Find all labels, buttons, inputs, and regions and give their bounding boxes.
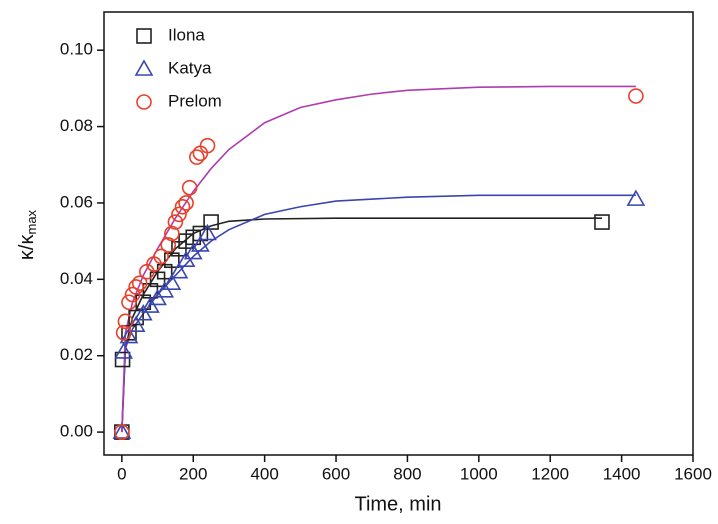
x-tick-label: 800 — [393, 464, 421, 483]
legend-label: Prelom — [168, 91, 222, 110]
y-tick-label: 0.10 — [60, 40, 93, 59]
data-point — [594, 214, 610, 230]
data-point — [128, 309, 144, 326]
x-tick-label: 1600 — [674, 464, 712, 483]
data-point — [121, 324, 137, 341]
data-point — [164, 225, 180, 242]
data-point — [192, 225, 209, 242]
y-tick-label: 0.08 — [60, 116, 93, 135]
plot-frame — [103, 11, 694, 456]
y-tick-label: 0.04 — [60, 269, 93, 288]
y-label-main: κ/κ — [16, 234, 38, 261]
data-point — [174, 198, 191, 215]
data-point — [160, 237, 177, 253]
x-tick-label: 200 — [179, 464, 207, 483]
data-point — [124, 286, 141, 303]
y-tick-label: 0.00 — [60, 422, 93, 441]
data-point — [162, 273, 182, 290]
data-point — [114, 351, 131, 368]
legend-marker — [136, 28, 152, 44]
data-point — [114, 424, 130, 440]
data-point — [167, 214, 184, 230]
x-tick-label: 1000 — [460, 464, 498, 483]
data-point — [626, 189, 646, 206]
data-point — [189, 149, 205, 165]
x-tick-label: 400 — [250, 464, 278, 483]
legend-marker — [136, 94, 152, 110]
data-point — [198, 223, 217, 241]
x-tick-label: 1400 — [603, 464, 641, 483]
data-point — [117, 313, 134, 330]
x-tick-label: 0 — [117, 464, 126, 483]
data-point — [112, 422, 132, 439]
data-point — [119, 326, 139, 344]
data-point — [628, 88, 644, 104]
data-point — [169, 262, 189, 279]
y-tick-label: 0.06 — [60, 192, 93, 211]
legend-label: Katya — [168, 58, 212, 77]
data-point — [115, 324, 132, 341]
y-tick-label: 0.02 — [60, 345, 93, 364]
y-axis-label: κ/κmax — [16, 209, 39, 260]
x-tick-label: 600 — [322, 464, 350, 483]
data-point — [128, 279, 144, 295]
data-point — [199, 137, 216, 154]
data-point — [178, 195, 194, 211]
x-axis-label: Time, min — [354, 493, 441, 515]
legend-marker — [134, 59, 154, 76]
fit-line — [121, 85, 636, 433]
data-point — [203, 214, 219, 230]
data-point — [171, 206, 187, 223]
y-label-sub: max — [24, 209, 39, 234]
data-point — [153, 248, 169, 265]
data-point — [181, 179, 198, 196]
data-point — [121, 294, 137, 311]
data-point — [114, 342, 134, 359]
x-tick-label: 1200 — [531, 464, 569, 483]
data-point — [131, 275, 148, 291]
data-point — [191, 235, 210, 252]
legend-label: Ilona — [168, 25, 205, 44]
